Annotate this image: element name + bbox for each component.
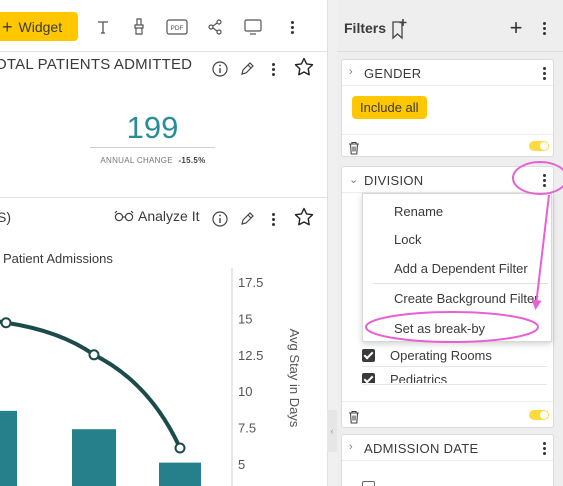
monitor-icon[interactable]: [243, 16, 263, 38]
gender-more-icon[interactable]: [539, 65, 549, 81]
filter-card-division-header[interactable]: ⌄ DIVISION: [342, 167, 553, 193]
filter-context-menu: Rename Lock Add a Dependent Filter Creat…: [362, 193, 552, 342]
admission-item[interactable]: [362, 477, 375, 486]
y2-tick-label: 10: [238, 384, 252, 399]
menu-item-add-dependent-filter[interactable]: Add a Dependent Filter: [394, 260, 528, 276]
checkbox[interactable]: [362, 372, 375, 383]
list-divider: [362, 384, 547, 385]
share-icon[interactable]: [205, 16, 225, 38]
filter-division-title: DIVISION: [364, 173, 424, 188]
trash-icon[interactable]: [347, 406, 361, 428]
info-icon-2[interactable]: [211, 208, 229, 230]
division-item-label: Operating Rooms: [390, 347, 492, 363]
filter-card-admission-header[interactable]: › ADMISSION DATE: [342, 435, 553, 461]
y2-tick-label: 17.5: [238, 275, 263, 290]
filter-card-gender-header[interactable]: › GENDER: [342, 60, 553, 86]
add-widget-label: Widget: [18, 18, 63, 35]
chevron-right-icon[interactable]: ›: [349, 66, 353, 78]
list-divider: [362, 366, 547, 367]
chevron-down-icon[interactable]: ⌄: [349, 174, 359, 186]
division-item-operating-rooms[interactable]: Operating Rooms: [362, 345, 492, 365]
bookmark-add-icon[interactable]: [390, 18, 408, 40]
y2-tick-label: 15: [238, 311, 252, 326]
filter-card-admission-date: › ADMISSION DATE: [341, 434, 554, 486]
y2-tick-label: 5: [238, 457, 245, 472]
annual-change-value: -15.5%: [178, 156, 206, 165]
star-icon[interactable]: [293, 56, 315, 78]
menu-item-create-background-filter[interactable]: Create Background Filter: [394, 290, 539, 306]
plus-icon: +: [2, 16, 13, 37]
widget-title-total-patients: OTAL PATIENTS ADMITTED: [0, 56, 193, 73]
gender-footer: [342, 134, 553, 156]
star-icon-2[interactable]: [293, 206, 315, 228]
widget-title-admissions: S): [0, 209, 11, 225]
division-more-icon[interactable]: [539, 172, 549, 188]
gender-toggle[interactable]: [529, 141, 549, 151]
admission-more-icon[interactable]: [539, 440, 549, 456]
chart-bar: [72, 429, 116, 486]
menu-item-rename[interactable]: Rename: [394, 203, 444, 219]
analyze-it-button[interactable]: Analyze It: [114, 208, 199, 224]
y2-axis-label: Avg Stay in Days: [287, 329, 302, 428]
kpi-divider: [90, 147, 215, 148]
division-list-clip: Pediatrics: [342, 369, 553, 383]
trash-icon[interactable]: [347, 137, 361, 159]
dashboard-toolbar: + Widget PDF: [0, 0, 327, 52]
chevron-right-icon[interactable]: ›: [349, 441, 353, 453]
add-filter-icon[interactable]: +: [509, 15, 523, 40]
panel-splitter[interactable]: [327, 0, 337, 486]
widget-divider: [0, 197, 327, 198]
info-icon[interactable]: [211, 58, 229, 80]
chart-point: [174, 442, 186, 454]
widget-more-icon[interactable]: [264, 58, 282, 80]
menu-item-lock[interactable]: Lock: [394, 231, 422, 247]
brush-icon[interactable]: [130, 16, 148, 38]
menu-separator: [373, 283, 548, 284]
annual-change-label: ANNUAL CHANGE: [100, 156, 173, 165]
glasses-icon: [114, 210, 134, 222]
pdf-icon[interactable]: PDF: [165, 16, 189, 38]
checkbox[interactable]: [362, 348, 375, 362]
division-item-label: Pediatrics: [390, 371, 448, 384]
chart-point: [88, 349, 100, 361]
division-item-pediatrics[interactable]: Pediatrics: [362, 369, 447, 383]
y2-tick-label: 7.5: [238, 421, 256, 436]
division-toggle[interactable]: [529, 410, 549, 420]
chart-title: Patient Admissions: [3, 251, 113, 266]
admissions-chart: 17.5 15 12.5 10 7.5 5 Avg Stay in Days: [0, 268, 302, 486]
chart-point: [0, 317, 12, 329]
chart-bar: [159, 462, 201, 486]
chart-bar: [0, 410, 17, 486]
division-footer: [342, 401, 553, 427]
annual-change: ANNUAL CHANGE -15.5%: [68, 156, 238, 165]
filter-admission-title: ADMISSION DATE: [364, 441, 479, 456]
header-line: [337, 51, 563, 52]
chart-series-line: [0, 319, 182, 449]
toolbar-more-icon[interactable]: [287, 19, 297, 35]
text-icon[interactable]: [94, 16, 112, 38]
widget-more-icon-2[interactable]: [264, 208, 282, 230]
kpi-value: 199: [126, 110, 179, 145]
add-widget-button[interactable]: + Widget: [0, 12, 78, 41]
filters-header: Filters +: [337, 0, 563, 52]
include-all-button[interactable]: Include all: [352, 96, 427, 119]
menu-item-set-as-break-by[interactable]: Set as break-by: [394, 320, 486, 336]
collapse-handle[interactable]: ‹: [327, 410, 337, 452]
analyze-it-label: Analyze It: [138, 208, 200, 224]
filters-title: Filters: [344, 20, 387, 36]
edit-icon[interactable]: [238, 58, 256, 80]
edit-icon-2[interactable]: [238, 208, 256, 230]
svg-text:PDF: PDF: [171, 25, 184, 32]
filter-gender-title: GENDER: [364, 66, 422, 81]
checkbox[interactable]: [362, 480, 375, 486]
filters-more-icon[interactable]: [539, 20, 549, 36]
filter-card-gender: › GENDER Include all: [341, 59, 554, 157]
y2-tick-label: 12.5: [238, 348, 263, 363]
